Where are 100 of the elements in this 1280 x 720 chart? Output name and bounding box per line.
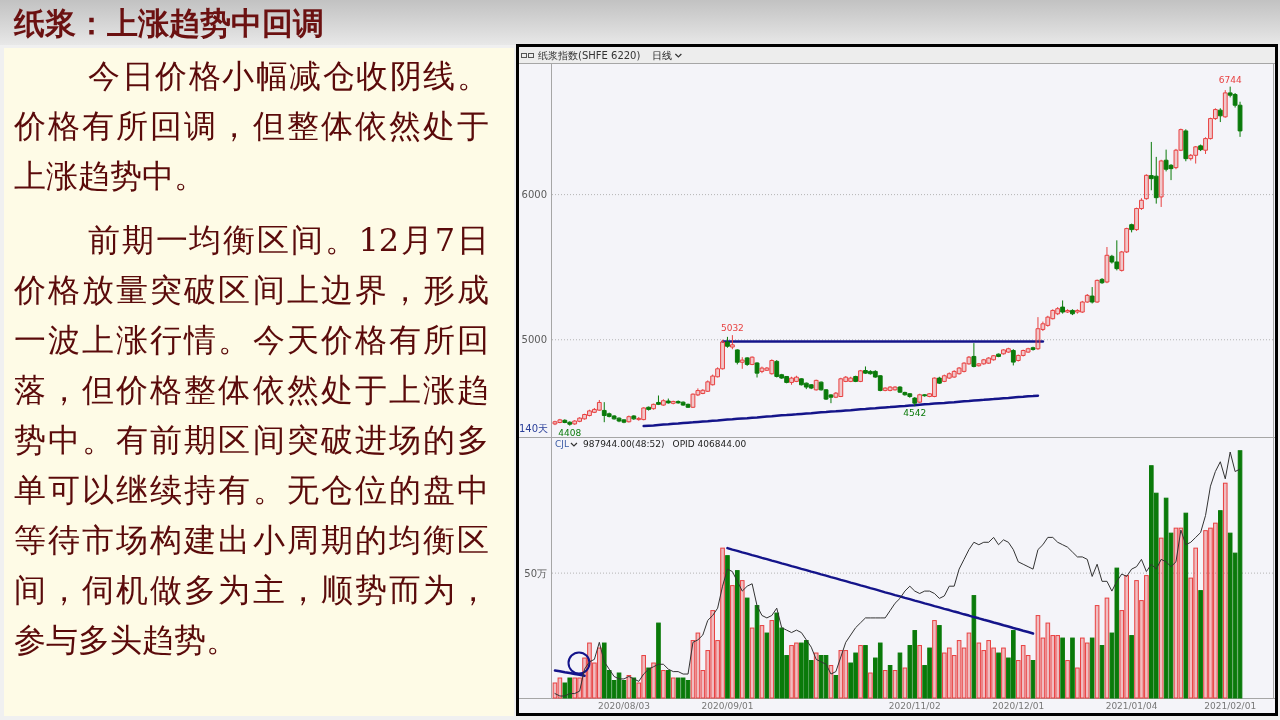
bar bbox=[1163, 497, 1169, 699]
bar bbox=[1193, 547, 1198, 699]
candlestick bbox=[897, 385, 903, 394]
bar bbox=[1124, 575, 1129, 699]
x-tick-label: 2020/09/01 bbox=[701, 701, 754, 711]
chart-title: CJL bbox=[555, 439, 569, 449]
candlestick bbox=[754, 361, 760, 378]
candlestick bbox=[1060, 299, 1066, 315]
candlestick bbox=[1001, 348, 1006, 356]
candlestick bbox=[1193, 145, 1199, 165]
bar bbox=[981, 650, 987, 699]
bar bbox=[774, 612, 780, 699]
candlestick bbox=[577, 416, 583, 423]
candlestick bbox=[941, 374, 947, 383]
candlestick bbox=[587, 409, 592, 417]
bar bbox=[858, 645, 863, 699]
bar bbox=[1050, 635, 1056, 699]
candlestick bbox=[1055, 306, 1061, 316]
bar bbox=[1144, 575, 1149, 699]
candlestick bbox=[1217, 107, 1223, 123]
bar bbox=[942, 652, 947, 699]
bar bbox=[661, 670, 666, 699]
bar bbox=[1020, 645, 1026, 699]
candlestick bbox=[636, 416, 642, 422]
candlestick bbox=[976, 362, 982, 368]
bar bbox=[986, 640, 991, 699]
candlestick bbox=[1158, 159, 1164, 208]
candlestick bbox=[1050, 308, 1056, 320]
bar bbox=[1040, 637, 1046, 699]
bar bbox=[1183, 512, 1189, 699]
candlestick bbox=[720, 339, 725, 371]
candlestick bbox=[813, 379, 819, 392]
candlestick bbox=[774, 359, 780, 378]
bar bbox=[641, 655, 646, 699]
candlestick bbox=[932, 376, 937, 398]
bar bbox=[1188, 577, 1194, 699]
bar bbox=[1178, 527, 1184, 699]
candlestick bbox=[1198, 144, 1204, 152]
candlestick bbox=[1124, 227, 1130, 254]
bar bbox=[730, 585, 735, 699]
candlestick bbox=[759, 366, 765, 374]
candlestick bbox=[1139, 197, 1144, 211]
bar bbox=[666, 670, 671, 699]
candlestick bbox=[877, 374, 883, 392]
bar bbox=[715, 640, 720, 699]
bar bbox=[1025, 655, 1031, 699]
candlestick bbox=[1015, 354, 1021, 363]
candlestick bbox=[764, 366, 770, 372]
candlestick bbox=[1074, 308, 1080, 315]
bar bbox=[1080, 637, 1085, 699]
candlestick bbox=[1173, 148, 1179, 170]
candlestick bbox=[1212, 107, 1218, 121]
line-series bbox=[642, 394, 1040, 428]
candlestick bbox=[956, 366, 962, 376]
bar bbox=[1129, 635, 1134, 699]
bar bbox=[838, 650, 844, 699]
candlestick bbox=[1025, 347, 1031, 354]
bar bbox=[710, 610, 715, 699]
bar bbox=[725, 555, 730, 699]
bar bbox=[1094, 605, 1100, 699]
candlestick bbox=[1119, 250, 1125, 273]
bar bbox=[651, 662, 656, 699]
bar bbox=[1089, 637, 1095, 699]
bar bbox=[897, 652, 903, 699]
bar bbox=[631, 677, 637, 699]
candlestick bbox=[936, 376, 942, 385]
candlestick bbox=[769, 358, 775, 376]
candlestick bbox=[1065, 308, 1070, 314]
bar bbox=[670, 677, 676, 699]
y-tick-label: 6000 bbox=[521, 189, 547, 201]
x-tick-label: 2021/02/01 bbox=[1204, 701, 1257, 711]
candlestick bbox=[557, 418, 563, 424]
candlestick bbox=[882, 386, 888, 392]
bar bbox=[1065, 660, 1070, 699]
bar bbox=[917, 645, 922, 699]
bar bbox=[887, 665, 893, 699]
bar bbox=[971, 595, 977, 699]
annotation: 6744 bbox=[1218, 74, 1242, 85]
candlestick bbox=[700, 388, 706, 395]
bar bbox=[1218, 510, 1223, 699]
bar bbox=[946, 647, 952, 699]
bar bbox=[1015, 660, 1021, 699]
bar bbox=[636, 682, 642, 699]
bar bbox=[951, 655, 957, 699]
bar bbox=[1213, 522, 1218, 699]
bar bbox=[789, 645, 794, 699]
x-tick-label: 2020/11/02 bbox=[888, 701, 941, 711]
bar bbox=[557, 677, 563, 699]
candlestick bbox=[1222, 89, 1228, 119]
bar bbox=[646, 667, 651, 699]
candlestick bbox=[1134, 207, 1139, 232]
bar bbox=[991, 647, 996, 699]
candlestick bbox=[562, 418, 568, 424]
candlestick bbox=[656, 394, 661, 406]
candlestick bbox=[660, 398, 666, 407]
candlestick bbox=[1005, 347, 1011, 354]
candlestick bbox=[1143, 173, 1149, 201]
candlestick bbox=[729, 334, 735, 350]
bar bbox=[1060, 637, 1065, 699]
candlestick bbox=[981, 358, 987, 366]
